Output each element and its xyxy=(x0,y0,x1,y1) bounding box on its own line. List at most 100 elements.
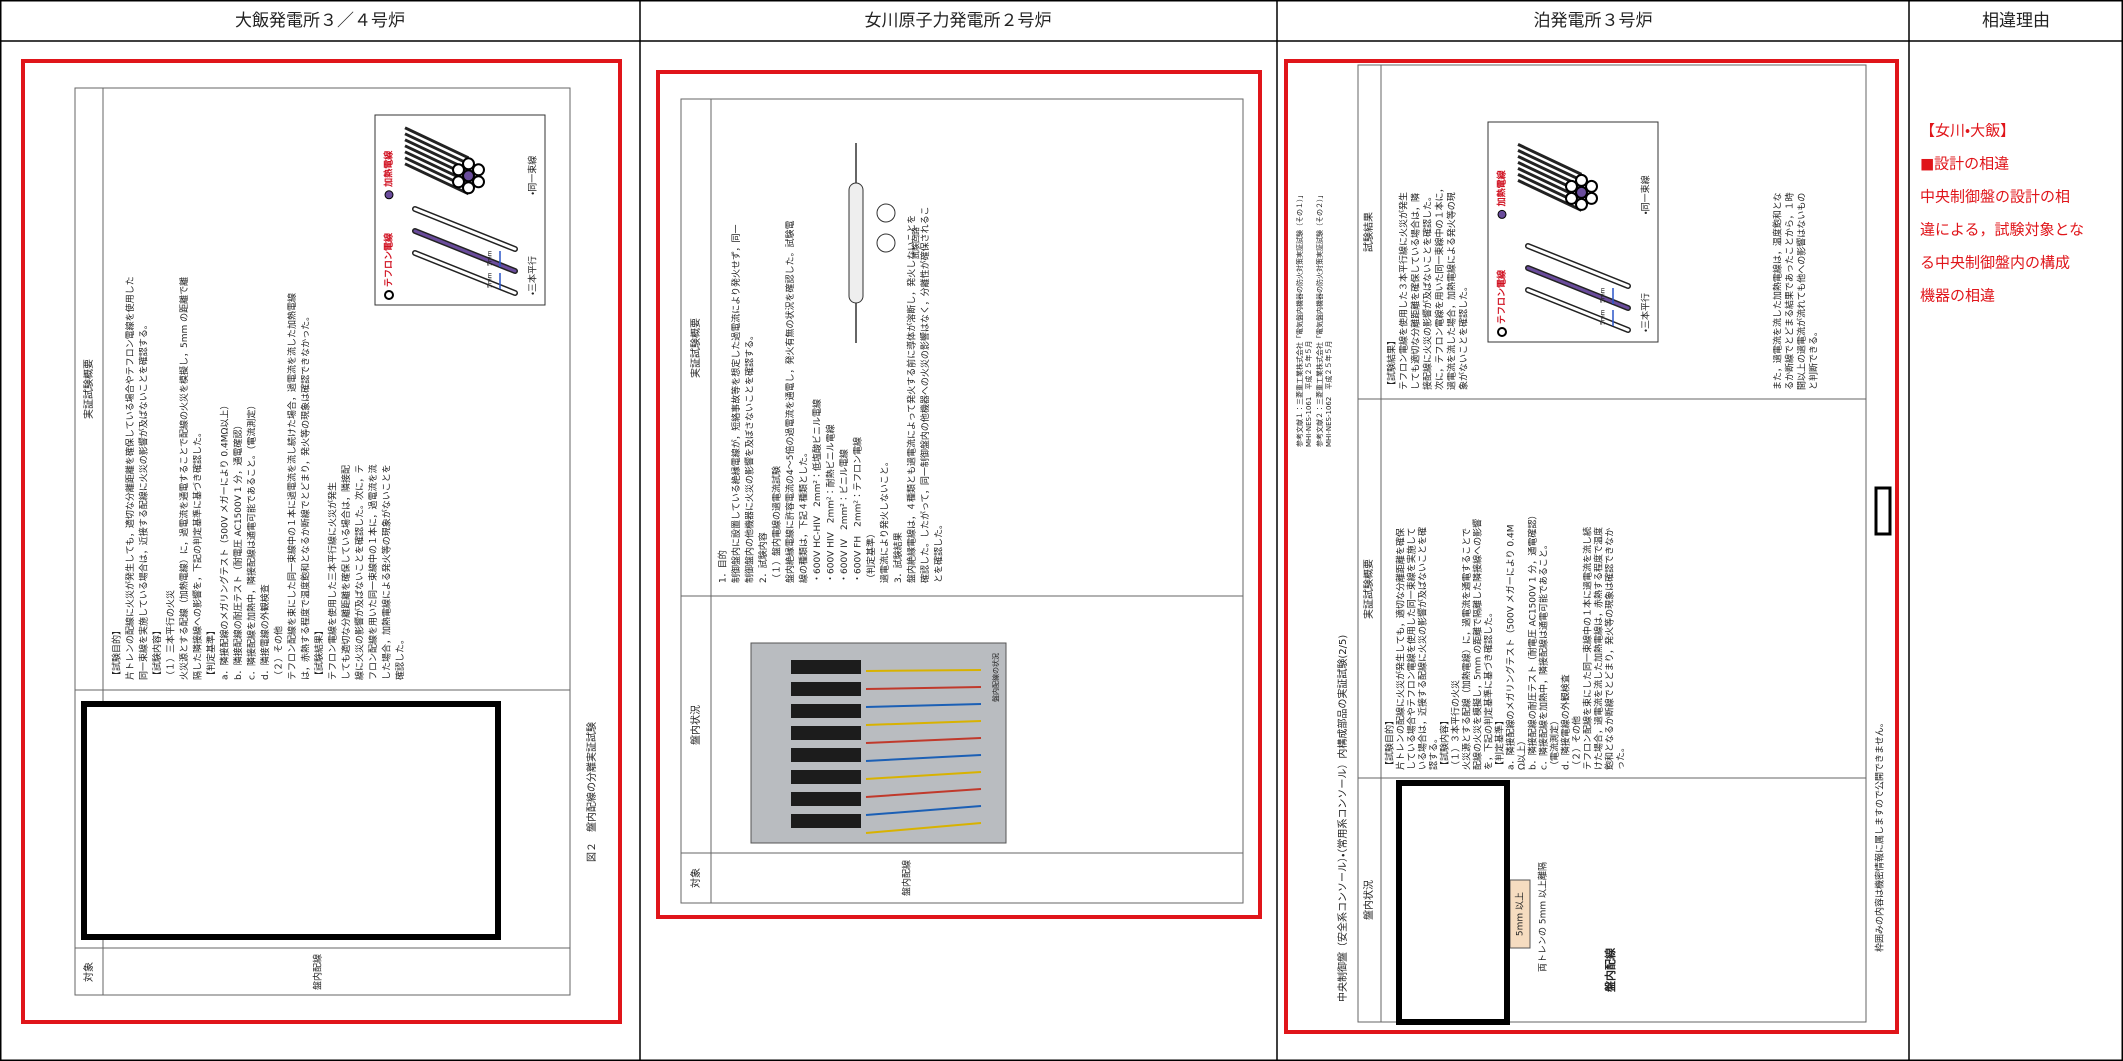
doc-line: （１）３本平行の火災 xyxy=(1450,680,1462,770)
doc-header: 盤内状況 xyxy=(1362,880,1375,920)
doc-line: 確認した。 xyxy=(394,635,406,680)
doc-header: 実証試験概要 xyxy=(1362,559,1375,619)
redaction-box xyxy=(1396,780,1510,1025)
doc-line: 【試験結果】 xyxy=(313,626,325,680)
doc-line: 配線の火災を模擬し，5mm の距離で隔離した隣接線への影響 xyxy=(1472,519,1484,770)
legend-label: 加熱電線 xyxy=(1496,169,1508,207)
doc-target: 盤内配線 xyxy=(312,954,324,990)
doc-line: しても適切な分離距離を確保している場合は，隣 xyxy=(1410,193,1422,390)
doc-line: ・600V HC-HIV 2mm²：低塩酸ビニル電線 xyxy=(811,399,823,583)
doc-line: 線に火災の影響が及ばないことを確認した。次に，テ xyxy=(354,464,366,680)
doc-target: 盤内配線 xyxy=(1603,947,1617,992)
doc-line: しても適切な分離距離を確保している場合は，隣接配 xyxy=(340,465,352,680)
doc-line: るか断線でとどまる結果であったことから，１時 xyxy=(1784,192,1796,390)
doc-line: d．隣接電線の外観検査 xyxy=(1560,674,1572,770)
gap-label: 5mm xyxy=(487,272,494,288)
wire-core xyxy=(1526,288,1630,332)
doc-line: は，赤熱する程度で温度飽和となるか断線でとどまり，発火等の現象は確認できなかった… xyxy=(300,312,312,680)
doc-target: 盤内配線 xyxy=(901,860,913,896)
doc-line: また，過電流を流した加熱電線は，温度飽和とな xyxy=(1772,192,1784,390)
photo-wire xyxy=(865,669,982,672)
spacing-note: 両トレンの 5mm 以上離隔 xyxy=(1537,862,1549,972)
doc-line: テフロン電線を使用した３本平行線に火災が発生 xyxy=(1398,192,1410,390)
figure-label: ・同一束線 xyxy=(1640,175,1652,214)
doc-line: 【試験内容】 xyxy=(151,626,163,680)
bundle-wire xyxy=(1517,149,1583,182)
meter xyxy=(876,203,896,223)
doc-line: と判断できる。 xyxy=(1808,327,1820,390)
column-header: 女川原子力発電所２号炉 xyxy=(865,11,1052,31)
wire-core xyxy=(413,229,517,273)
bundle-core xyxy=(1565,191,1578,205)
doc-line: 【判定基準】 xyxy=(1494,716,1506,770)
doc-line: 過電流を流した場合，加熱電線による発火等の現 xyxy=(1446,192,1458,390)
doc-line: 【試験結果】 xyxy=(1386,336,1398,390)
doc-header: 対象 xyxy=(689,868,702,888)
redaction-mark xyxy=(1874,486,1892,536)
doc-reference: 参考文献２：三菱重工業株式会社「電気盤内機器の防火対策実証試験（その２）」 xyxy=(1315,192,1324,448)
photo-block xyxy=(791,726,861,740)
legend-label: テフロン電線 xyxy=(1496,269,1508,324)
doc-line: 接配線に火災の影響が及ばないことを確認した。 xyxy=(1422,192,1434,390)
doc-line: c．隣接配線を加熱中，隣接配線は通電可能であること。 xyxy=(1538,540,1550,770)
spacing-tag: 5mm 以上 xyxy=(1515,892,1526,936)
legend-dot xyxy=(384,290,394,300)
doc-line: c．隣接配線を加熱中，隣接配線は通電可能であること。（電流測定） xyxy=(246,401,258,680)
doc-line: 象がないことを確認した。 xyxy=(1458,282,1470,390)
doc-line: った。 xyxy=(1616,743,1627,770)
legend-dot xyxy=(1497,209,1507,219)
bundle-core xyxy=(472,163,485,177)
photo-block xyxy=(791,814,861,828)
doc-frame xyxy=(74,87,571,996)
bundle-core xyxy=(462,157,475,171)
figure-caption: 試験回路 xyxy=(911,227,921,259)
doc-line: 盤内絶縁電線は，４種類とも過電流によって発火する前に導体が溶断し，発火しないこと… xyxy=(906,215,918,583)
tomari-document: 盤内状況 実証試験概要 試験結果中央制御盤（安全系コンソール）・（常用系コンソール）… xyxy=(1295,64,1886,1023)
doc-line: （電流測定） xyxy=(1549,716,1561,770)
photo-block xyxy=(791,770,861,784)
doc-header: 盤内状況 xyxy=(689,705,702,745)
doc-frame xyxy=(1357,64,1867,1023)
photo-wire xyxy=(865,703,982,708)
doc-header: 対象 xyxy=(82,962,95,982)
doc-line: 同一束線を実施している場合は，近接する配線に火災の影響が及ばないことを確認する。 xyxy=(138,320,150,680)
figure-frame xyxy=(1487,121,1659,343)
ohi-document: 対象盤内状況実証試験概要盤内配線【試験目的】片トレンの配線に火災が発生しても，適… xyxy=(74,87,598,996)
wire-core xyxy=(1526,266,1630,310)
doc-line: a．隣接配線のメガリングテスト（500V メガーにより 0.4MΩ以上） xyxy=(219,401,231,680)
photo-block xyxy=(791,748,861,762)
figure-frame xyxy=(374,114,546,306)
doc-line: 線の種類は，下記４種類とした。 xyxy=(798,448,810,583)
photo-wire xyxy=(865,771,982,780)
doc-line: テフロン配線を束にした同一束線中の１本に過電流を流し続けた場合，過電流を流した加… xyxy=(286,293,298,680)
doc-line: 【試験目的】 xyxy=(111,626,123,680)
doc-caption: 図２ 盤内配線の分離実証試験 xyxy=(585,722,598,862)
doc-line: 火災源とする配線（加熱電線）に，過電流を通電することで xyxy=(1461,528,1473,770)
doc-line: （２）その他 xyxy=(273,626,285,680)
photo-wire xyxy=(865,788,982,798)
bundle-wire xyxy=(404,126,470,160)
doc-header: 実証試験概要 xyxy=(689,318,702,378)
doc-line: テフロン配線を束にした同一束線中の１本に過電流を流し続 xyxy=(1582,527,1594,770)
bundle-core xyxy=(1565,179,1578,193)
doc-line: した場合，加熱電線による発火等の現象がないことを xyxy=(381,464,393,680)
bundle-wire xyxy=(1517,179,1583,212)
photo-wire xyxy=(865,822,982,834)
doc-line: 片トレンの配線に火災が発生しても，適切な分離距離を確保 xyxy=(1395,528,1407,770)
doc-line: 【試験内容】 xyxy=(1439,716,1451,770)
wire-core xyxy=(1526,244,1630,288)
doc-line: ・600V FH 2mm²：テフロン電線 xyxy=(852,437,864,583)
figure-label: ・三本平行 xyxy=(1640,293,1652,332)
bundle-wire xyxy=(404,162,470,196)
bundle-wire xyxy=(1517,143,1583,176)
gap-label: 5mm xyxy=(1600,309,1607,325)
bundle-core xyxy=(452,163,465,177)
legend-dot xyxy=(1497,327,1507,337)
reason-text: ■設計の相違 xyxy=(1920,155,2009,173)
doc-line: を，下記の判定基準に基づき確認した。 xyxy=(1483,608,1495,770)
redaction-box xyxy=(81,701,501,940)
doc-line: いる場合は，近接する配線に火災の影響が及ばないことを確 xyxy=(1417,527,1429,770)
